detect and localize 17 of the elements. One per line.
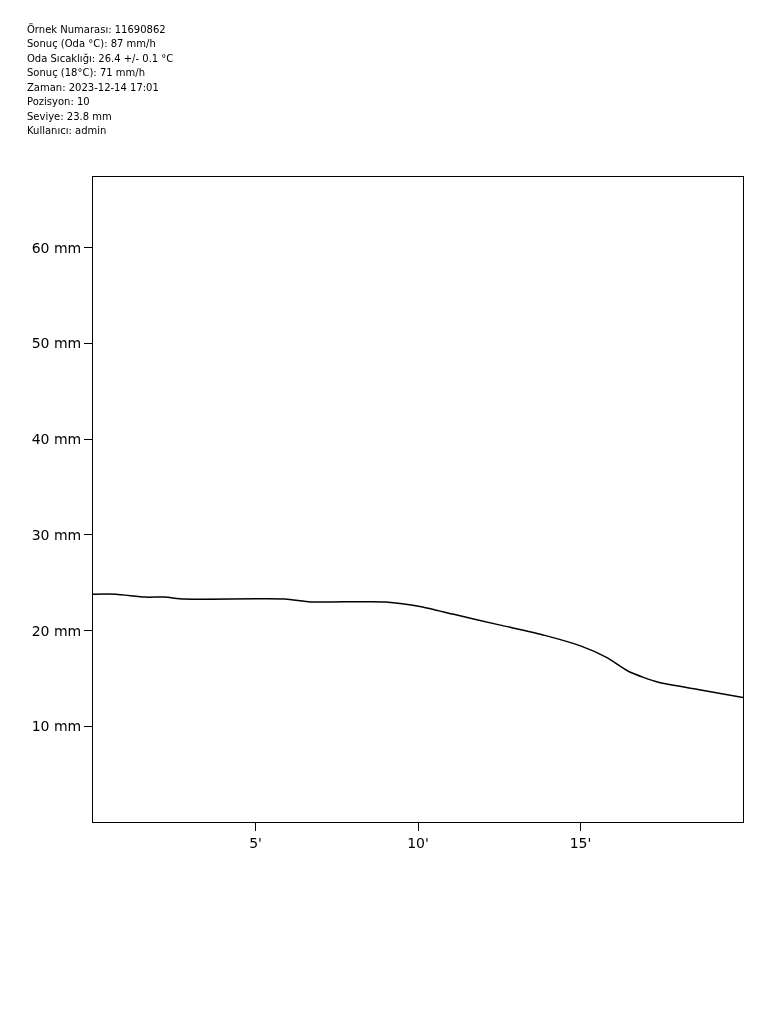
y-tick-label: 60 mm bbox=[31, 239, 82, 256]
y-tick-label: 20 mm bbox=[31, 622, 82, 639]
x-tick-label: 10' bbox=[407, 834, 429, 851]
text: Oda Sıcaklığı: 26.4 +/- 0.1 °C bbox=[27, 53, 174, 64]
y-tick-label: 30 mm bbox=[31, 526, 82, 543]
text: Sonuç (18°C): 71 mm/h bbox=[27, 67, 145, 78]
text: Seviye: 23.8 mm bbox=[27, 111, 112, 122]
text: Sonuç (Oda °C): 87 mm/h bbox=[27, 38, 156, 49]
text: Zaman: 2023-12-14 17:01 bbox=[27, 82, 159, 93]
y-tick-label: 50 mm bbox=[31, 335, 82, 352]
text: Pozisyon: 10 bbox=[27, 96, 90, 107]
y-tick-label: 10 mm bbox=[31, 718, 82, 735]
x-tick-label: 5' bbox=[249, 834, 262, 851]
y-tick-label: 40 mm bbox=[31, 431, 82, 448]
text: Kullanıcı: admin bbox=[27, 125, 107, 136]
x-tick-label: 15' bbox=[569, 834, 592, 851]
text: Örnek Numarası: 11690862 bbox=[27, 23, 166, 35]
